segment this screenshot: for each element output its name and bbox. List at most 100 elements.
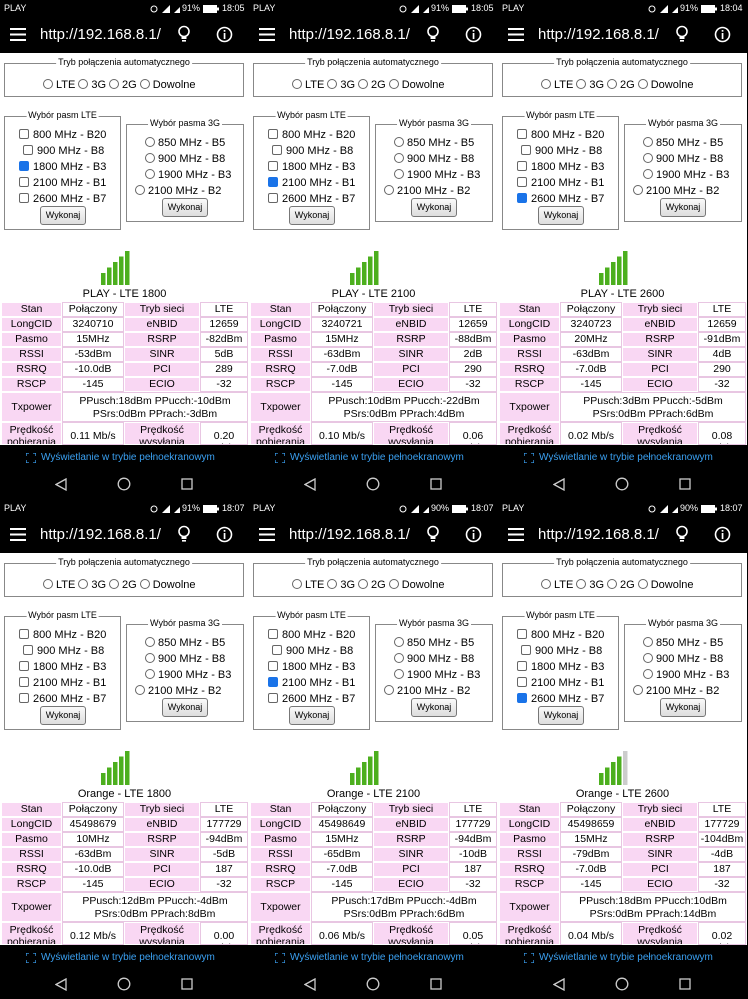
g3-submit-button[interactable]: Wykonaj [660, 698, 706, 717]
fullscreen-bar[interactable]: Wyświetlanie w trybie pełnoekranowym [249, 945, 498, 970]
info-button[interactable] [216, 526, 233, 543]
radio[interactable] [576, 79, 587, 89]
g3-band-option[interactable]: 1900 MHz - B3 [145, 668, 231, 682]
recents-button[interactable] [430, 478, 442, 490]
info-button[interactable] [714, 526, 731, 543]
g3-band-option[interactable]: 2100 MHz - B2 [384, 684, 470, 698]
checkbox[interactable] [19, 177, 29, 187]
lte-band-option[interactable]: 800 MHz - B20 [517, 128, 604, 142]
g3-band-option[interactable]: 850 MHz - B5 [394, 136, 474, 150]
home-button[interactable] [366, 977, 380, 991]
mode-option[interactable]: 3G [576, 579, 604, 591]
lte-band-option[interactable]: 1800 MHz - B3 [268, 160, 355, 174]
checkbox[interactable] [268, 193, 278, 203]
mode-option[interactable]: 2G [358, 79, 386, 91]
radio[interactable] [145, 153, 155, 163]
g3-band-option[interactable]: 850 MHz - B5 [643, 136, 723, 150]
radio[interactable] [541, 579, 551, 589]
checkbox[interactable] [268, 129, 278, 139]
checkbox[interactable] [268, 693, 278, 703]
checkbox[interactable] [272, 145, 282, 155]
mode-option[interactable]: 3G [327, 79, 355, 91]
fullscreen-link[interactable]: Wyświetlanie w trybie pełnoekranowym [290, 452, 464, 463]
bulb-button[interactable] [675, 25, 689, 43]
back-button[interactable] [304, 478, 316, 491]
lte-band-option[interactable]: 2600 MHz - B7 [268, 192, 355, 206]
mode-option[interactable]: 3G [78, 579, 106, 591]
radio[interactable] [43, 79, 53, 89]
mode-option[interactable]: 3G [576, 79, 604, 91]
radio[interactable] [384, 685, 394, 695]
g3-submit-button[interactable]: Wykonaj [411, 698, 457, 717]
fullscreen-bar[interactable]: Wyświetlanie w trybie pełnoekranowym [249, 445, 498, 470]
g3-band-option[interactable]: 1900 MHz - B3 [394, 168, 480, 182]
checkbox[interactable] [19, 629, 29, 639]
checkbox[interactable] [19, 161, 29, 171]
lte-submit-button[interactable]: Wykonaj [289, 206, 335, 225]
g3-submit-button[interactable]: Wykonaj [411, 198, 457, 217]
radio[interactable] [78, 79, 89, 89]
checkbox[interactable] [268, 661, 278, 671]
recents-button[interactable] [430, 978, 442, 990]
lte-band-option[interactable]: 2100 MHz - B1 [517, 676, 604, 690]
checkbox[interactable] [268, 677, 278, 687]
radio[interactable] [292, 79, 302, 89]
g3-band-option[interactable]: 900 MHz - B8 [394, 152, 474, 166]
radio[interactable] [576, 579, 587, 589]
checkbox[interactable] [19, 193, 29, 203]
mode-option[interactable]: LTE [541, 579, 573, 591]
lte-band-option[interactable]: 2600 MHz - B7 [517, 692, 604, 706]
radio[interactable] [637, 579, 648, 589]
lte-band-option[interactable]: 2100 MHz - B1 [268, 676, 355, 690]
lte-band-option[interactable]: 2100 MHz - B1 [19, 176, 106, 190]
radio[interactable] [394, 637, 404, 647]
checkbox[interactable] [521, 145, 531, 155]
mode-option[interactable]: Dowolne [637, 79, 694, 91]
checkbox[interactable] [272, 645, 282, 655]
url[interactable]: http://192.168.8.1/ [289, 26, 410, 43]
back-button[interactable] [553, 978, 565, 991]
g3-band-option[interactable]: 2100 MHz - B2 [135, 684, 221, 698]
lte-submit-button[interactable]: Wykonaj [40, 206, 86, 225]
mode-option[interactable]: LTE [292, 79, 324, 91]
radio[interactable] [78, 579, 89, 589]
fullscreen-bar[interactable]: Wyświetlanie w trybie pełnoekranowym [498, 445, 747, 470]
lte-band-option[interactable]: 2100 MHz - B1 [268, 176, 355, 190]
mode-option[interactable]: 2G [358, 579, 386, 591]
checkbox[interactable] [517, 677, 527, 687]
fullscreen-icon[interactable] [26, 453, 36, 463]
mode-option[interactable]: Dowolne [637, 579, 694, 591]
g3-band-option[interactable]: 2100 MHz - B2 [135, 184, 221, 198]
radio[interactable] [643, 169, 653, 179]
url[interactable]: http://192.168.8.1/ [40, 526, 161, 543]
lte-band-option[interactable]: 800 MHz - B20 [268, 128, 355, 142]
lte-band-option[interactable]: 900 MHz - B8 [23, 644, 104, 658]
mode-option[interactable]: Dowolne [139, 79, 196, 91]
info-button[interactable] [465, 526, 482, 543]
lte-band-option[interactable]: 2100 MHz - B1 [19, 676, 106, 690]
checkbox[interactable] [23, 645, 33, 655]
back-button[interactable] [553, 478, 565, 491]
fullscreen-icon[interactable] [275, 453, 285, 463]
mode-option[interactable]: 2G [109, 79, 137, 91]
mode-option[interactable]: 3G [327, 579, 355, 591]
url[interactable]: http://192.168.8.1/ [40, 26, 161, 43]
menu-button[interactable] [10, 528, 26, 541]
url[interactable]: http://192.168.8.1/ [538, 26, 659, 43]
g3-band-option[interactable]: 850 MHz - B5 [394, 636, 474, 650]
lte-band-option[interactable]: 1800 MHz - B3 [19, 160, 106, 174]
radio[interactable] [145, 637, 155, 647]
radio[interactable] [327, 79, 338, 89]
lte-band-option[interactable]: 1800 MHz - B3 [517, 160, 604, 174]
lte-submit-button[interactable]: Wykonaj [538, 706, 584, 725]
g3-band-option[interactable]: 1900 MHz - B3 [643, 168, 729, 182]
radio[interactable] [607, 579, 618, 589]
recents-button[interactable] [679, 478, 691, 490]
g3-band-option[interactable]: 1900 MHz - B3 [394, 668, 480, 682]
radio[interactable] [145, 137, 155, 147]
home-button[interactable] [615, 977, 629, 991]
radio[interactable] [643, 637, 653, 647]
radio[interactable] [43, 579, 53, 589]
mode-option[interactable]: LTE [43, 579, 75, 591]
fullscreen-icon[interactable] [524, 953, 534, 963]
